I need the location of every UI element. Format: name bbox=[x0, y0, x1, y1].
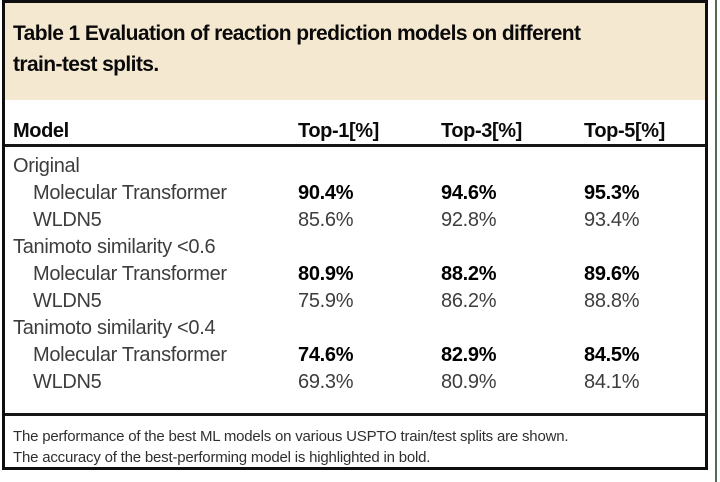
header-rule bbox=[5, 144, 705, 147]
top3-cell: 92.8% bbox=[441, 209, 497, 231]
table-header-row: Model Top-1[%] Top-3[%] Top-5[%] bbox=[5, 120, 705, 142]
table-card: Table 1 Evaluation of reaction predictio… bbox=[2, 0, 708, 470]
top1-cell: 80.9% bbox=[298, 263, 354, 285]
model-name-cell: Molecular Transformer bbox=[33, 182, 227, 204]
footnote-line-2: The accuracy of the best-performing mode… bbox=[13, 449, 431, 466]
table-title-line-2: train-test splits. bbox=[13, 53, 159, 76]
top1-cell: 75.9% bbox=[298, 290, 354, 312]
page-edge-line bbox=[715, 0, 717, 482]
group-label: Tanimoto similarity <0.6 bbox=[13, 236, 216, 258]
top3-cell: 94.6% bbox=[441, 182, 497, 204]
top5-cell: 88.8% bbox=[584, 290, 640, 312]
table-body: Original Molecular Transformer 90.4% 94.… bbox=[5, 153, 705, 396]
footnote-rule bbox=[5, 413, 705, 416]
table-row: Molecular Transformer 74.6% 82.9% 84.5% bbox=[5, 342, 705, 369]
table-title-banner: Table 1 Evaluation of reaction predictio… bbox=[5, 3, 705, 100]
top3-cell: 82.9% bbox=[441, 344, 497, 366]
model-name-cell: Molecular Transformer bbox=[33, 263, 227, 285]
column-header-top1: Top-1[%] bbox=[298, 120, 379, 142]
table-row: Molecular Transformer 90.4% 94.6% 95.3% bbox=[5, 180, 705, 207]
top1-cell: 85.6% bbox=[298, 209, 354, 231]
top1-cell: 69.3% bbox=[298, 371, 354, 393]
top5-cell: 89.6% bbox=[584, 263, 640, 285]
table-row: Molecular Transformer 80.9% 88.2% 89.6% bbox=[5, 261, 705, 288]
column-header-model: Model bbox=[13, 120, 69, 142]
model-name-cell: WLDN5 bbox=[33, 290, 102, 312]
top5-cell: 93.4% bbox=[584, 209, 640, 231]
model-name-cell: WLDN5 bbox=[33, 209, 102, 231]
group-row-original: Original bbox=[5, 153, 705, 180]
top3-cell: 80.9% bbox=[441, 371, 497, 393]
top3-cell: 86.2% bbox=[441, 290, 497, 312]
table-title-line-1: Table 1 Evaluation of reaction predictio… bbox=[13, 22, 581, 45]
footnote: The performance of the best ML models on… bbox=[5, 416, 705, 468]
top5-cell: 95.3% bbox=[584, 182, 640, 204]
top5-cell: 84.5% bbox=[584, 344, 640, 366]
table-row: WLDN5 69.3% 80.9% 84.1% bbox=[5, 369, 705, 396]
table-row: WLDN5 85.6% 92.8% 93.4% bbox=[5, 207, 705, 234]
top1-cell: 90.4% bbox=[298, 182, 354, 204]
model-name-cell: WLDN5 bbox=[33, 371, 102, 393]
column-header-top3: Top-3[%] bbox=[441, 120, 522, 142]
top1-cell: 74.6% bbox=[298, 344, 354, 366]
top5-cell: 84.1% bbox=[584, 371, 640, 393]
group-row-tanimoto-04: Tanimoto similarity <0.4 bbox=[5, 315, 705, 342]
table-row: WLDN5 75.9% 86.2% 88.8% bbox=[5, 288, 705, 315]
model-name-cell: Molecular Transformer bbox=[33, 344, 227, 366]
group-label: Tanimoto similarity <0.4 bbox=[13, 317, 216, 339]
group-row-tanimoto-06: Tanimoto similarity <0.6 bbox=[5, 234, 705, 261]
column-header-top5: Top-5[%] bbox=[584, 120, 665, 142]
group-label: Original bbox=[13, 155, 80, 177]
top3-cell: 88.2% bbox=[441, 263, 497, 285]
footnote-line-1: The performance of the best ML models on… bbox=[13, 428, 569, 445]
